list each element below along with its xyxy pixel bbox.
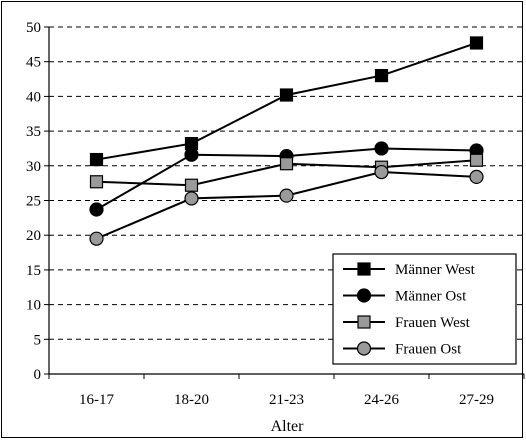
legend-label: Männer West	[395, 262, 476, 278]
data-point	[469, 36, 484, 50]
data-point	[184, 191, 199, 206]
y-tick-label: 0	[34, 367, 42, 383]
y-tick-label: 50	[26, 20, 41, 36]
y-tick-label: 10	[26, 298, 41, 314]
y-tick-label: 45	[26, 55, 41, 71]
data-point	[279, 188, 294, 203]
data-point	[89, 202, 104, 217]
series-0	[89, 36, 484, 167]
legend-marker	[357, 262, 371, 276]
legend-entry: Frauen West	[343, 315, 471, 331]
data-point	[89, 231, 104, 246]
x-tick-label: 21-23	[269, 392, 304, 408]
legend-entry: Frauen Ost	[343, 341, 462, 358]
series-line	[96, 171, 477, 240]
y-tick-label: 25	[26, 194, 41, 210]
legend-marker	[356, 341, 372, 356]
x-tick-labels: 16-17 18-20 21-23 24-26 27-29	[79, 392, 494, 408]
y-tick-label: 30	[26, 159, 41, 175]
x-tick-label: 27-29	[459, 392, 494, 408]
legend-label: Frauen Ost	[395, 342, 462, 358]
y-tick-label: 40	[26, 89, 41, 105]
data-point	[469, 153, 484, 167]
axes	[44, 26, 525, 379]
y-tick-labels: 0 5 10 15 20 25 30 35 40 45 50	[26, 20, 41, 383]
data-point	[374, 164, 389, 180]
y-tick-label: 5	[34, 332, 42, 348]
legend: Männer West Männer Ost Frauen West Frauen O…	[332, 253, 517, 365]
series-2	[89, 153, 484, 192]
legend-marker	[356, 288, 372, 303]
x-tick-label: 24-26	[364, 392, 399, 408]
legend-marker	[357, 315, 371, 329]
legend-label: Frauen West	[395, 315, 471, 331]
legend-entry: Männer West	[343, 262, 476, 278]
data-point	[279, 157, 294, 171]
series-group	[89, 36, 484, 246]
legend-entry: Männer Ost	[343, 288, 467, 305]
data-point	[469, 169, 484, 185]
x-tick-label: 16-17	[79, 392, 114, 408]
y-tick-label: 35	[26, 124, 41, 140]
y-tick-label: 20	[26, 228, 41, 244]
data-point	[184, 147, 199, 162]
y-tick-label: 15	[26, 263, 41, 279]
data-point	[89, 175, 104, 189]
data-point	[374, 68, 389, 83]
x-axis-label: Alter	[271, 418, 305, 435]
x-tick-label: 18-20	[174, 392, 209, 408]
data-point	[374, 141, 389, 156]
series-3	[89, 164, 484, 246]
data-point	[279, 88, 294, 102]
series-1	[89, 141, 484, 217]
data-point	[184, 178, 199, 192]
legend-label: Männer Ost	[395, 289, 467, 305]
data-point	[89, 152, 104, 167]
